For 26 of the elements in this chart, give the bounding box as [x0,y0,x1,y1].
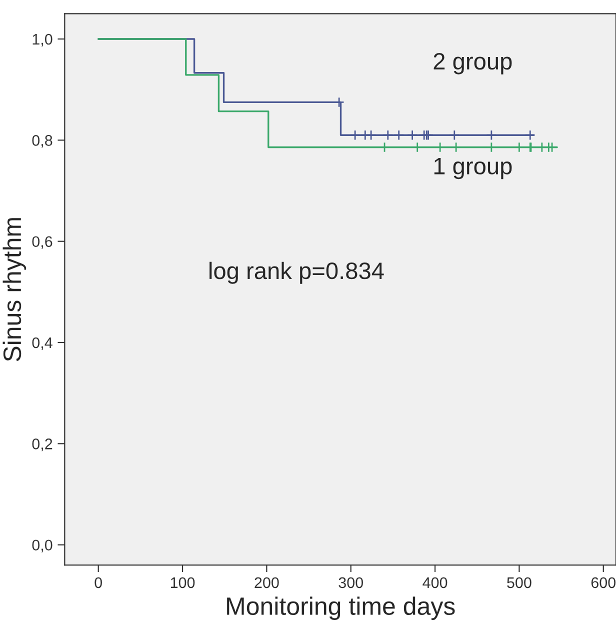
x-tick-label: 400 [422,577,448,588]
y-axis-title: Sinus rhythm [2,218,26,362]
point [382,130,394,140]
point [524,130,536,140]
x-tick-label: 300 [338,577,364,588]
point [486,130,497,140]
point [406,130,418,140]
text: 2 group [434,52,512,74]
point [449,130,460,140]
y-tick-label: 1,0 [32,34,52,46]
x-tick-label: 100 [170,577,195,588]
x-tick-label: 500 [507,577,532,588]
y-tick-label: 0,8 [32,135,52,148]
y-tick-label: 0,0 [32,540,52,552]
x-axis-title: Monitoring time days [227,596,455,620]
point [366,130,376,140]
annotation: log rank p=0.834 [210,262,384,284]
series-label: 1 group [434,158,512,180]
y-tick-label: 0,6 [32,236,52,249]
x-tick-label: 0 [94,577,102,588]
point [350,130,360,140]
y-tick-label: 0,4 [32,337,52,350]
x-tick-label: 200 [254,577,279,588]
y-tick-label: 0,2 [32,438,52,452]
x-tick-label: 600 [591,577,616,588]
point [393,130,404,140]
